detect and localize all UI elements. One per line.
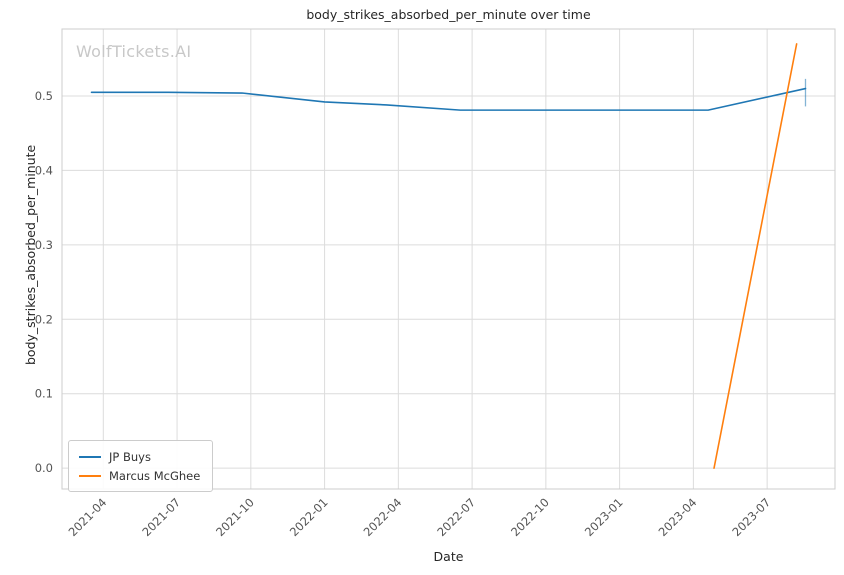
legend-item-jp-buys: JP Buys — [79, 447, 200, 466]
y-tick-label: 0.5 — [35, 89, 53, 103]
x-tick-label: 2023-01 — [582, 495, 626, 539]
y-tick-label: 0.3 — [35, 238, 53, 252]
series-line-jp-buys — [90, 87, 807, 111]
x-tick-label: 2021-07 — [139, 495, 183, 539]
plot-border — [61, 28, 836, 490]
legend-swatch-marcus-mcghee — [79, 474, 101, 477]
y-tick-label: 0.2 — [35, 312, 53, 326]
y-tick-label: 0.1 — [35, 387, 53, 401]
legend-label-jp-buys: JP Buys — [109, 449, 151, 464]
legend-item-marcus-mcghee: Marcus McGhee — [79, 466, 200, 485]
x-tick-label: 2023-04 — [656, 495, 700, 539]
y-axis-label: body_strikes_absorbed_per_minute — [23, 144, 38, 365]
legend: JP Buys Marcus McGhee — [68, 440, 214, 492]
x-tick-label: 2022-04 — [361, 495, 405, 539]
legend-swatch-jp-buys — [79, 455, 101, 458]
x-tick-label: 2021-04 — [66, 495, 110, 539]
watermark: WolfTickets.AI — [76, 42, 192, 61]
x-tick-label: 2021-10 — [213, 495, 257, 539]
x-tick-label: 2023-07 — [729, 495, 773, 539]
legend-label-marcus-mcghee: Marcus McGhee — [109, 468, 201, 483]
x-tick-label: 2022-01 — [287, 495, 331, 539]
y-tick-label: 0.4 — [35, 163, 53, 177]
y-tick-label: 0.0 — [35, 461, 53, 475]
x-tick-label: 2022-07 — [434, 495, 478, 539]
chart-title: body_strikes_absorbed_per_minute over ti… — [306, 7, 591, 22]
x-tick-label: 2022-10 — [508, 495, 552, 539]
x-axis-label: Date — [433, 549, 464, 564]
series-line-marcus-mcghee — [713, 43, 798, 469]
plot-background — [62, 29, 835, 489]
